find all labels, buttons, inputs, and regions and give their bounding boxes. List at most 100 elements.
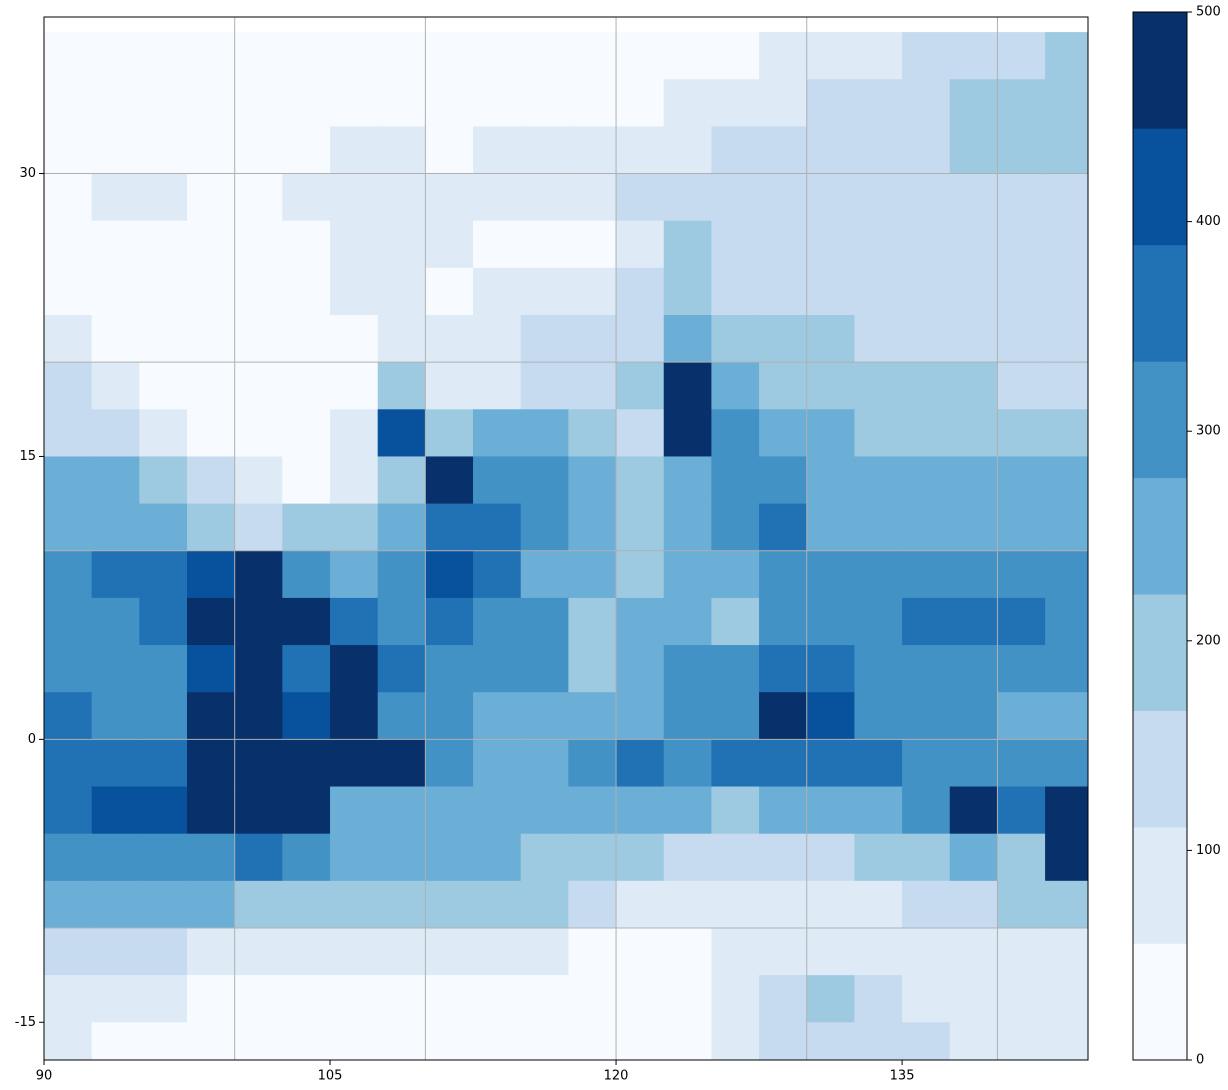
cell xyxy=(949,833,998,882)
cell xyxy=(806,220,855,269)
cell xyxy=(663,975,712,1023)
cell xyxy=(187,409,236,457)
cell xyxy=(759,456,808,505)
cell xyxy=(568,220,617,269)
cell xyxy=(473,786,522,835)
cell xyxy=(663,739,712,788)
cell xyxy=(473,220,522,269)
cell xyxy=(949,315,998,363)
cell xyxy=(377,597,426,646)
cell xyxy=(806,315,855,363)
cell xyxy=(1045,692,1088,740)
cell xyxy=(425,503,474,552)
cell xyxy=(282,975,331,1023)
cell xyxy=(187,692,236,740)
cell xyxy=(473,739,522,788)
cell xyxy=(187,315,236,363)
cell xyxy=(377,1022,426,1060)
cell xyxy=(663,315,712,363)
cell xyxy=(949,692,998,740)
cell xyxy=(473,79,522,127)
cell xyxy=(711,692,760,740)
cell xyxy=(473,315,522,363)
cell xyxy=(473,362,522,410)
cell xyxy=(330,173,379,222)
cell xyxy=(330,503,379,552)
cell xyxy=(854,550,903,599)
cell xyxy=(902,975,951,1023)
cell xyxy=(854,362,903,410)
cell xyxy=(806,362,855,410)
cell xyxy=(520,173,569,222)
cell xyxy=(711,173,760,222)
cell xyxy=(425,692,474,740)
cell xyxy=(44,173,93,222)
cell xyxy=(187,833,236,882)
cell xyxy=(806,927,855,976)
cell xyxy=(997,739,1046,788)
colorbar-segment xyxy=(1133,710,1187,828)
cell xyxy=(711,32,760,80)
cell xyxy=(520,267,569,316)
cell xyxy=(187,362,236,410)
colorbar-segment xyxy=(1133,12,1187,129)
cell xyxy=(234,79,283,127)
y-tick-label: 0 xyxy=(28,732,36,747)
cell xyxy=(91,692,140,740)
cell xyxy=(663,880,712,929)
cell xyxy=(520,409,569,457)
cell xyxy=(91,79,140,127)
cell xyxy=(234,173,283,222)
cell xyxy=(91,927,140,976)
cell xyxy=(425,550,474,599)
cell xyxy=(234,550,283,599)
cell xyxy=(234,927,283,976)
cell xyxy=(854,32,903,80)
cell xyxy=(997,786,1046,835)
cell xyxy=(711,220,760,269)
cell xyxy=(425,645,474,693)
cell xyxy=(663,79,712,127)
colorbar-tick-label: 0 xyxy=(1196,1053,1204,1068)
cell xyxy=(854,267,903,316)
cell xyxy=(949,739,998,788)
heatmap xyxy=(44,32,1088,1060)
cell xyxy=(663,786,712,835)
cell xyxy=(139,786,188,835)
cell xyxy=(711,315,760,363)
cell xyxy=(234,597,283,646)
cell xyxy=(377,739,426,788)
cell xyxy=(616,1022,665,1060)
cell xyxy=(377,927,426,976)
cell xyxy=(91,315,140,363)
cell xyxy=(854,1022,903,1060)
cell xyxy=(1045,220,1088,269)
cell xyxy=(854,315,903,363)
cell xyxy=(330,975,379,1023)
cell xyxy=(377,126,426,175)
cell xyxy=(568,315,617,363)
cell xyxy=(187,880,236,929)
cell xyxy=(1045,927,1088,976)
cell xyxy=(663,267,712,316)
cell xyxy=(187,927,236,976)
cell xyxy=(91,786,140,835)
cell xyxy=(997,267,1046,316)
cell xyxy=(711,267,760,316)
cell xyxy=(997,32,1046,80)
cell xyxy=(663,645,712,693)
cell xyxy=(282,786,331,835)
cell xyxy=(139,503,188,552)
cell xyxy=(425,597,474,646)
cell xyxy=(187,267,236,316)
cell xyxy=(377,786,426,835)
cell xyxy=(949,32,998,80)
cell xyxy=(44,220,93,269)
cell xyxy=(520,975,569,1023)
cell xyxy=(711,362,760,410)
cell xyxy=(663,220,712,269)
cell xyxy=(377,975,426,1023)
cell xyxy=(234,32,283,80)
cell xyxy=(520,79,569,127)
